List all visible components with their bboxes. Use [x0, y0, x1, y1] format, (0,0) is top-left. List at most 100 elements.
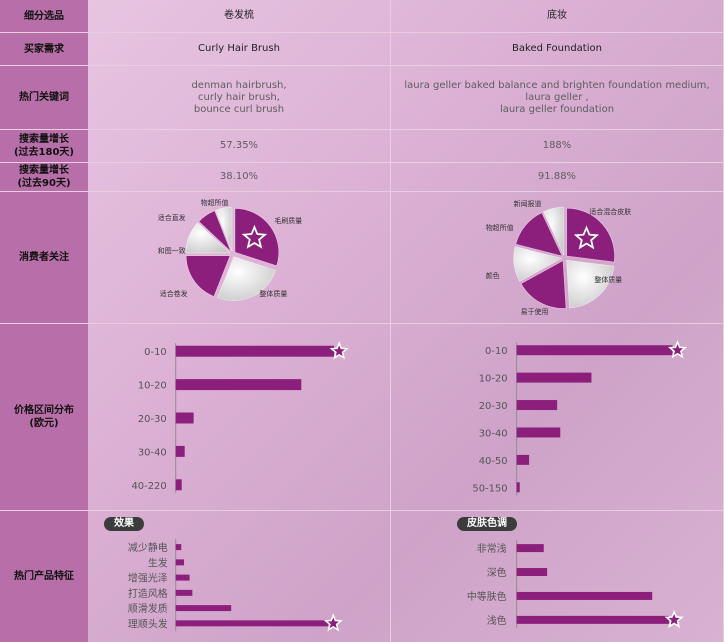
bar	[175, 379, 302, 391]
demand-col2: Baked Foundation	[391, 33, 724, 66]
bar-category-label: 减少静电	[128, 541, 168, 554]
price-label-line1: 价格区间分布	[14, 405, 74, 416]
price-col1: 0-10 10-20 20-30 30-40 40-220	[88, 324, 391, 511]
header-label: 细分选品	[0, 0, 88, 33]
keyword-line: laura geller baked balance and brighten …	[404, 79, 710, 91]
bar-category-label: 10-20	[138, 381, 167, 392]
bar-category-label: 生发	[148, 556, 168, 569]
star-icon	[664, 609, 684, 629]
bar	[516, 591, 653, 600]
pie-label: 毛刷质量	[274, 216, 302, 225]
bar-category-label: 20-30	[479, 401, 508, 412]
features-col1: 效果 减少静电生发增强光泽打造风格顺滑发质理顺头发	[88, 511, 391, 642]
concerns-col2: 适合混合皮肤 整体质量易于使用 颜色 物超所值 新闻报道	[391, 192, 724, 324]
pie-slice	[543, 206, 565, 256]
bar	[175, 412, 194, 424]
pie-slice	[566, 259, 615, 309]
bar	[175, 620, 329, 627]
pie-label: 物超所值	[486, 223, 514, 232]
bar	[175, 479, 182, 491]
pie-label: 适合直发	[158, 213, 186, 222]
demand-col1: Curly Hair Brush	[88, 33, 391, 66]
bar-category-label: 非常浅	[477, 542, 507, 555]
keyword-line: curly hair brush,	[198, 91, 280, 103]
bar	[175, 345, 335, 357]
header-col2: 底妆	[391, 0, 724, 33]
bar-category-label: 顺滑发质	[128, 602, 168, 615]
price-bar-chart-foundation: 0-10 10-20 20-30 30-40 40-50 50-150	[472, 340, 688, 496]
bar-category-label: 深色	[487, 566, 507, 579]
bar	[516, 615, 670, 624]
bar	[175, 544, 182, 551]
pie-label: 整体质量	[594, 275, 622, 284]
bar-category-label: 浅色	[487, 614, 507, 627]
pie-label: 整体质量	[259, 289, 287, 298]
star-icon	[668, 340, 688, 359]
bar-category-label: 20-30	[138, 414, 167, 425]
pie-label: 物超所值	[201, 198, 229, 207]
features-label: 热门产品特征	[0, 511, 88, 642]
growth180-label-line1: 搜索量增长	[19, 134, 69, 145]
star-icon	[573, 225, 600, 250]
concerns-label: 消费者关注	[0, 192, 88, 324]
keywords-col1: denman hairbrush, curly hair brush, boun…	[88, 66, 391, 130]
keyword-line: laura geller foundation	[499, 103, 615, 115]
growth180-col2: 188%	[391, 130, 724, 163]
bar-category-label: 0-10	[485, 346, 508, 357]
growth90-col2: 91.88%	[391, 163, 724, 192]
growth90-col1: 38.10%	[88, 163, 391, 192]
bar-category-label: 40-50	[479, 456, 508, 467]
header-col1: 卷发梳	[88, 0, 391, 33]
star-icon	[329, 341, 349, 360]
growth180-label: 搜索量增长 (过去180天)	[0, 130, 88, 163]
bar-category-label: 50-150	[472, 483, 507, 494]
growth180-label-line2: (过去180天)	[13, 147, 74, 158]
pie-slice	[185, 222, 231, 254]
bar	[516, 345, 673, 356]
skin-tone-pill: 皮肤色调	[457, 517, 517, 531]
pie-label: 颜色	[486, 271, 500, 280]
keyword-line: bounce curl brush	[193, 103, 285, 115]
pie-label: 适合混合皮肤	[589, 207, 631, 216]
keywords-col2: laura geller baked balance and brighten …	[391, 66, 724, 130]
pie-slice	[234, 208, 280, 267]
bar	[516, 568, 548, 577]
bar	[516, 544, 544, 553]
keyword-line: laura geller ,	[525, 91, 589, 103]
pie-label: 新闻报道	[514, 199, 542, 208]
bar-category-label: 打造风格	[128, 587, 168, 600]
bar-category-label: 40-220	[131, 481, 166, 492]
effect-pill: 效果	[104, 517, 144, 531]
growth90-label-line2: (过去90天)	[17, 178, 71, 189]
features-col2: 皮肤色调 非常浅深色中等肤色浅色	[391, 511, 724, 642]
growth90-label: 搜索量增长 (过去90天)	[0, 163, 88, 192]
price-label: 价格区间分布 (欧元)	[0, 324, 88, 511]
bar	[175, 559, 185, 566]
keywords-label: 热门关键词	[0, 66, 88, 130]
pie-label: 易于使用	[521, 307, 549, 316]
growth90-label-line1: 搜索量增长	[19, 165, 69, 176]
bar-category-label: 中等肤色	[467, 590, 507, 603]
bar	[175, 445, 185, 457]
bar	[175, 605, 232, 612]
bar-category-label: 0-10	[144, 347, 167, 358]
pie-slice	[198, 210, 232, 252]
bar-category-label: 30-40	[479, 428, 508, 439]
bar	[516, 454, 530, 465]
bar-category-label: 增强光泽	[128, 572, 168, 585]
bar	[516, 427, 561, 438]
bar	[175, 589, 193, 596]
pie-slice	[520, 260, 567, 309]
growth180-col1: 57.35%	[88, 130, 391, 163]
star-icon	[323, 613, 343, 632]
star-icon	[241, 224, 268, 249]
bar-category-label: 30-40	[138, 447, 167, 458]
pie-slice	[515, 212, 563, 257]
bar-category-label: 理顺头发	[128, 617, 168, 630]
bar	[516, 400, 558, 411]
pie-label: 和图一致	[158, 246, 186, 255]
pie-slice	[217, 256, 276, 301]
